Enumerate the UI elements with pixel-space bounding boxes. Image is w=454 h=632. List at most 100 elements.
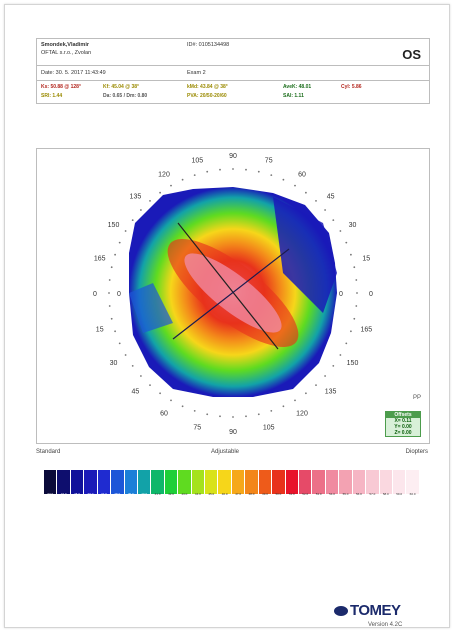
offset-z: Z= 0.00 bbox=[394, 430, 412, 436]
topography-map: 0 0 001515303045456060757590901051051201… bbox=[93, 153, 373, 436]
ring-dot bbox=[353, 266, 356, 269]
ring-dot bbox=[193, 410, 196, 412]
ring-dot bbox=[339, 230, 342, 232]
scale-cell: 49.0 bbox=[258, 470, 273, 496]
ring-dot bbox=[232, 416, 234, 418]
scale-value: 34.0 bbox=[60, 492, 67, 496]
scale-cell: 39.0 bbox=[124, 470, 138, 496]
ring-dot bbox=[245, 168, 247, 171]
ring-dot bbox=[294, 399, 296, 402]
page-frame bbox=[4, 4, 450, 628]
ring-dot bbox=[324, 209, 326, 211]
ring-dot bbox=[339, 354, 342, 356]
scale-value: 57.0 bbox=[369, 492, 376, 496]
ring-dot bbox=[332, 219, 335, 221]
metrics-row: Ks: 50.88 @ 128° Kf: 45.04 @ 38° kMd: 43… bbox=[37, 81, 429, 103]
ring-dot bbox=[140, 209, 142, 211]
ring-dot bbox=[332, 365, 335, 367]
topography-map-panel: 0 0 0 0 15 15 30 30 45 45 60 60 75 75 90 90 105 105 120 1… bbox=[36, 148, 430, 444]
ring-dot bbox=[149, 200, 151, 202]
ring-dot bbox=[355, 305, 358, 307]
angle-label: 120 bbox=[158, 172, 170, 179]
pp-label: PP bbox=[412, 395, 421, 401]
angle-label: 150 bbox=[108, 222, 120, 229]
patient-name: Smondek,Vladimir bbox=[41, 42, 89, 48]
scale-cell: 42.0 bbox=[164, 470, 179, 496]
exam-number: Exam 2 bbox=[187, 70, 206, 76]
angle-label: 135 bbox=[130, 193, 142, 200]
angle-label: 165 bbox=[360, 327, 372, 334]
angle-label: 105 bbox=[191, 158, 203, 165]
ring-dot bbox=[219, 415, 221, 418]
ring-dot bbox=[206, 413, 209, 416]
metric-sai: SAI: 1.11 bbox=[283, 93, 304, 99]
scale-cell: 43.0 bbox=[178, 470, 192, 496]
scale-value: 41.0 bbox=[154, 492, 161, 496]
ring-dot bbox=[315, 384, 317, 386]
ring-dot bbox=[315, 200, 317, 202]
scale-adjustable-label: Adjustable bbox=[211, 449, 240, 455]
scale-value: 38.0 bbox=[114, 492, 121, 496]
ring-dot bbox=[124, 230, 127, 232]
angle-label: 165 bbox=[94, 255, 106, 262]
ring-dot bbox=[345, 342, 348, 345]
color-scale-bar: 33.0 34.0 35.0 36.0 37.0 38.0 39.0 40.0 41.0 42.0… bbox=[44, 470, 420, 496]
scale-value: 55.0 bbox=[342, 492, 349, 496]
ring-dot bbox=[110, 266, 113, 269]
scale-cell: 48.0 bbox=[245, 470, 259, 496]
metric-da: Da: 0.65 / Dm: 0.80 bbox=[103, 93, 148, 99]
scale-value: 54.0 bbox=[329, 492, 335, 496]
flat-axis-line bbox=[172, 248, 290, 340]
angle-label: 60 bbox=[298, 172, 306, 179]
scale-cell: 34.0 bbox=[57, 470, 71, 496]
angle-label: 135 bbox=[325, 389, 337, 396]
scale-cell: 58.0 bbox=[379, 470, 393, 496]
ring-dot bbox=[114, 330, 116, 333]
offset-x: X= 0.11 bbox=[394, 418, 412, 424]
dot-ring bbox=[108, 168, 358, 418]
exam-date: Date: 30. 5. 2017 11:43:49 bbox=[41, 70, 106, 76]
angle-label: 0 bbox=[369, 291, 373, 298]
clinic-name: OFTAL s.r.o., Zvolan bbox=[41, 50, 92, 56]
scale-value: 43.0 bbox=[181, 492, 188, 496]
ring-dot bbox=[355, 279, 358, 281]
metric-cyl: Cyl: 5.86 bbox=[341, 84, 362, 90]
ring-dot bbox=[270, 410, 273, 412]
metric-avgk: AveK: 48.01 bbox=[283, 84, 312, 90]
scale-value: 44.0 bbox=[194, 492, 201, 496]
angle-label: 75 bbox=[193, 424, 201, 431]
angle-label: 30 bbox=[349, 222, 357, 229]
scale-cell: 57.0 bbox=[366, 470, 380, 496]
scale-value: 60.0 bbox=[409, 492, 416, 496]
ring-dot bbox=[110, 317, 113, 320]
tomey-logo-icon bbox=[334, 606, 348, 617]
scale-value: 50.0 bbox=[275, 492, 282, 496]
offset-y: Y= 0.00 bbox=[394, 424, 412, 430]
ring-dot bbox=[257, 413, 260, 416]
scale-value: 51.0 bbox=[288, 492, 295, 496]
ring-dot bbox=[159, 191, 161, 194]
ring-dot bbox=[270, 174, 273, 176]
angle-label-0: 0 bbox=[339, 291, 343, 298]
scale-value: 56.0 bbox=[355, 492, 362, 496]
ring-dot bbox=[118, 342, 121, 345]
scale-value: 59.0 bbox=[396, 492, 403, 496]
angle-label: 45 bbox=[132, 389, 140, 396]
angle-label: 120 bbox=[296, 411, 308, 418]
angle-label: 15 bbox=[362, 255, 370, 262]
scale-cell: 51.0 bbox=[285, 470, 300, 496]
scale-standard-label: Standard bbox=[36, 449, 61, 455]
ring-dot bbox=[131, 365, 134, 367]
scale-cell: 53.0 bbox=[312, 470, 326, 496]
ring-dot bbox=[294, 184, 296, 187]
angle-label: 60 bbox=[160, 411, 168, 418]
angle-label: 0 bbox=[93, 291, 97, 298]
steep-axis-line bbox=[177, 222, 279, 350]
angle-label: 15 bbox=[96, 327, 104, 334]
ring-dot bbox=[282, 178, 285, 181]
angle-label: 75 bbox=[265, 158, 273, 165]
ring-dot bbox=[108, 292, 110, 294]
patient-header: Smondek,Vladimir OFTAL s.r.o., Zvolan ID… bbox=[36, 38, 430, 104]
ring-dot bbox=[159, 392, 161, 395]
ring-dot bbox=[219, 168, 221, 171]
